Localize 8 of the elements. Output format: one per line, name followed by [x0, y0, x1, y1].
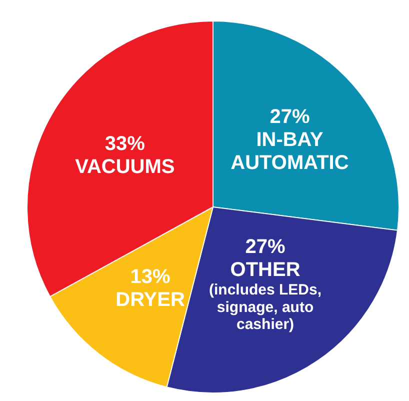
slice-label: VACUUMS	[75, 156, 175, 178]
data-label: 13%	[130, 266, 171, 288]
slice-label: IN-BAY AUTOMATIC	[230, 128, 349, 174]
slice-label: DRYER	[116, 288, 186, 311]
data-label: 27%	[270, 106, 310, 128]
data-label: 33%	[104, 132, 146, 155]
slice-label: OTHER (includes LEDs, signage, auto cashier)	[209, 259, 322, 334]
data-label: 27%	[245, 236, 286, 258]
